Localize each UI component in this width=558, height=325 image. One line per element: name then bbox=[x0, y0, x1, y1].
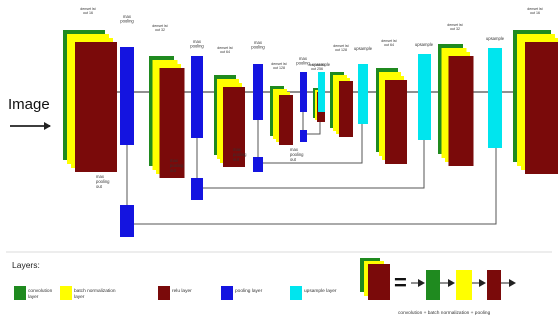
conv-stack-s8: denset lst out 32 bbox=[438, 23, 474, 166]
legend-label-batch_norm: batch normalization layer bbox=[74, 288, 116, 300]
p1-bottom-label: max pooling out bbox=[96, 174, 110, 189]
s2-layer-4 bbox=[159, 68, 185, 178]
equation-label: convolution + batch normalization + pool… bbox=[398, 310, 491, 316]
p2-bottom-label: max pooling out bbox=[170, 158, 184, 173]
s3-label: denset lst out 64 bbox=[217, 46, 232, 54]
s6-layer-4 bbox=[339, 81, 353, 137]
conv-stacks: denset lst out 16 denset lst out 32 denset l… bbox=[63, 7, 558, 178]
upsample-u3: upsample bbox=[415, 42, 434, 140]
eq-relu-block bbox=[487, 270, 501, 300]
upsample-u1: upsample bbox=[312, 62, 331, 112]
upsample-blocks: upsample upsample upsample upsample bbox=[312, 36, 505, 148]
p1-top-label: max pooling bbox=[120, 14, 134, 24]
p3-bottom-label: max pooling out bbox=[233, 147, 247, 162]
legend-items: convolution layer batch normalization layer… bbox=[14, 286, 337, 300]
u1-upsample-block bbox=[318, 72, 325, 112]
s4-layer-4 bbox=[279, 95, 293, 145]
legend-label-relu: relu layer bbox=[172, 288, 192, 294]
p4-top-label: max pooling bbox=[296, 56, 310, 66]
pooling-p1: max pooling max pooling out bbox=[96, 14, 134, 237]
legend-label-upsample: upsample layer bbox=[304, 288, 337, 294]
pooling-p3: max pooling max pooling out bbox=[233, 40, 265, 172]
p4-pool-block bbox=[300, 72, 307, 112]
input-label: Image bbox=[8, 96, 50, 113]
legend-item-5: upsample layer bbox=[290, 286, 337, 300]
upsample-u4: upsample bbox=[486, 36, 505, 148]
legend-swatch-batch_norm bbox=[60, 286, 72, 300]
s9-label: denset lst out 16 bbox=[527, 7, 542, 15]
s3-layer-4 bbox=[223, 87, 245, 167]
eq-conv-block bbox=[426, 270, 440, 300]
s1-layer-4 bbox=[75, 42, 117, 172]
conv-stack-s6: denset lst out 128 bbox=[330, 44, 353, 137]
legend-item-4: pooling layer bbox=[221, 286, 263, 300]
eq-stack-relu bbox=[368, 264, 390, 300]
legend-label-conv: convolution layer bbox=[28, 288, 53, 300]
s8-layer-4 bbox=[448, 56, 474, 166]
conv-stack-s3: denset lst out 64 bbox=[214, 46, 245, 167]
p2-pool-out-block bbox=[191, 178, 203, 200]
p1-pool-out-block bbox=[120, 205, 134, 237]
s5-label: denset lst out 256 bbox=[309, 63, 324, 71]
s7-layer-4 bbox=[385, 80, 407, 164]
pooling-p4: max pooling max pooling out bbox=[290, 56, 310, 162]
eq-bn-block bbox=[456, 270, 472, 300]
u2-label: upsample bbox=[354, 46, 373, 51]
legend-swatch-upsample bbox=[290, 286, 302, 300]
legend-swatch-relu bbox=[158, 286, 170, 300]
u1-label: upsample bbox=[312, 62, 331, 67]
s6-label: denset lst out 128 bbox=[333, 44, 348, 52]
u3-upsample-block bbox=[418, 54, 431, 140]
p3-pool-block bbox=[253, 64, 263, 120]
s4-label: denset lst out 128 bbox=[271, 62, 286, 70]
s1-label: denset lst out 16 bbox=[80, 7, 95, 15]
legend-swatch-pool bbox=[221, 286, 233, 300]
legend-equation: = convolution + batch normalization + po… bbox=[360, 258, 516, 316]
conv-stack-s7: denset lst out 64 bbox=[376, 39, 407, 164]
p4-bottom-label: max pooling out bbox=[290, 147, 304, 162]
p4-pool-out-block bbox=[300, 130, 307, 142]
upsample-u2: upsample bbox=[354, 46, 373, 124]
conv-stack-s2: denset lst out 32 bbox=[149, 24, 185, 178]
u3-label: upsample bbox=[415, 42, 434, 47]
legend-swatch-conv bbox=[14, 286, 26, 300]
s8-label: denset lst out 32 bbox=[447, 23, 462, 31]
legend-item-3: relu layer bbox=[158, 286, 192, 300]
s9-layer-4 bbox=[525, 42, 558, 174]
conv-stack-s9: denset lst out 16 bbox=[513, 7, 558, 174]
p2-top-label: max pooling bbox=[190, 39, 204, 49]
u2-upsample-block bbox=[358, 64, 368, 124]
s7-label: denset lst out 64 bbox=[381, 39, 396, 47]
p2-pool-block bbox=[191, 56, 203, 138]
s2-label: denset lst out 32 bbox=[152, 24, 167, 32]
equals-sign: = bbox=[394, 270, 407, 295]
p1-pool-block bbox=[120, 47, 134, 145]
p3-pool-out-block bbox=[253, 157, 263, 172]
u4-upsample-block bbox=[488, 48, 502, 148]
legend-title: Layers: bbox=[12, 260, 40, 270]
u4-label: upsample bbox=[486, 36, 505, 41]
legend-label-pool: pooling layer bbox=[235, 288, 263, 294]
legend-item-2: batch normalization layer bbox=[60, 286, 116, 300]
legend-item-1: convolution layer bbox=[14, 286, 53, 300]
conv-stack-s1: denset lst out 16 bbox=[63, 7, 117, 172]
p3-top-label: max pooling bbox=[251, 40, 265, 50]
pooling-p2: max pooling max pooling out bbox=[170, 39, 204, 200]
conv-stack-s4: denset lst out 128 bbox=[270, 62, 293, 145]
